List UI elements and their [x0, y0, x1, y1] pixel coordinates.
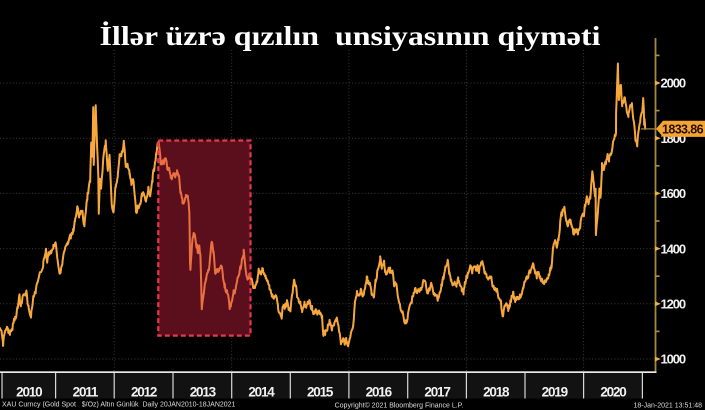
svg-text:2011: 2011: [73, 385, 99, 400]
svg-text:1200: 1200: [661, 297, 686, 312]
svg-text:Copyright© 2021 Bloomberg Fina: Copyright© 2021 Bloomberg Finance L.P.: [335, 402, 464, 410]
svg-text:1600: 1600: [661, 186, 686, 201]
svg-text:18-Jan-2021 13:51:48: 18-Jan-2021 13:51:48: [634, 403, 703, 410]
svg-text:1833.86: 1833.86: [662, 123, 704, 137]
svg-text:2014: 2014: [248, 385, 275, 400]
svg-text:2010: 2010: [16, 385, 42, 400]
svg-text:2000: 2000: [661, 76, 686, 91]
svg-text:2020: 2020: [600, 385, 626, 400]
svg-text:2012: 2012: [131, 385, 157, 400]
svg-text:2017: 2017: [424, 385, 450, 400]
svg-text:1000: 1000: [661, 352, 686, 367]
svg-text:2019: 2019: [542, 385, 568, 400]
svg-text:2013: 2013: [190, 385, 217, 400]
svg-text:İllər üzrə qızılın unsiyasını: İllər üzrə qızılın unsiyasının qiyməti: [100, 21, 602, 51]
svg-text:2016: 2016: [366, 385, 393, 400]
svg-text:2018: 2018: [483, 385, 510, 400]
svg-text:2015: 2015: [307, 385, 334, 400]
svg-text:1400: 1400: [661, 241, 686, 256]
svg-text:XAU Curncy (Gold Spot $/Oz): XAU Curncy (Gold Spot $/Oz) Altın Günlük…: [2, 402, 236, 409]
